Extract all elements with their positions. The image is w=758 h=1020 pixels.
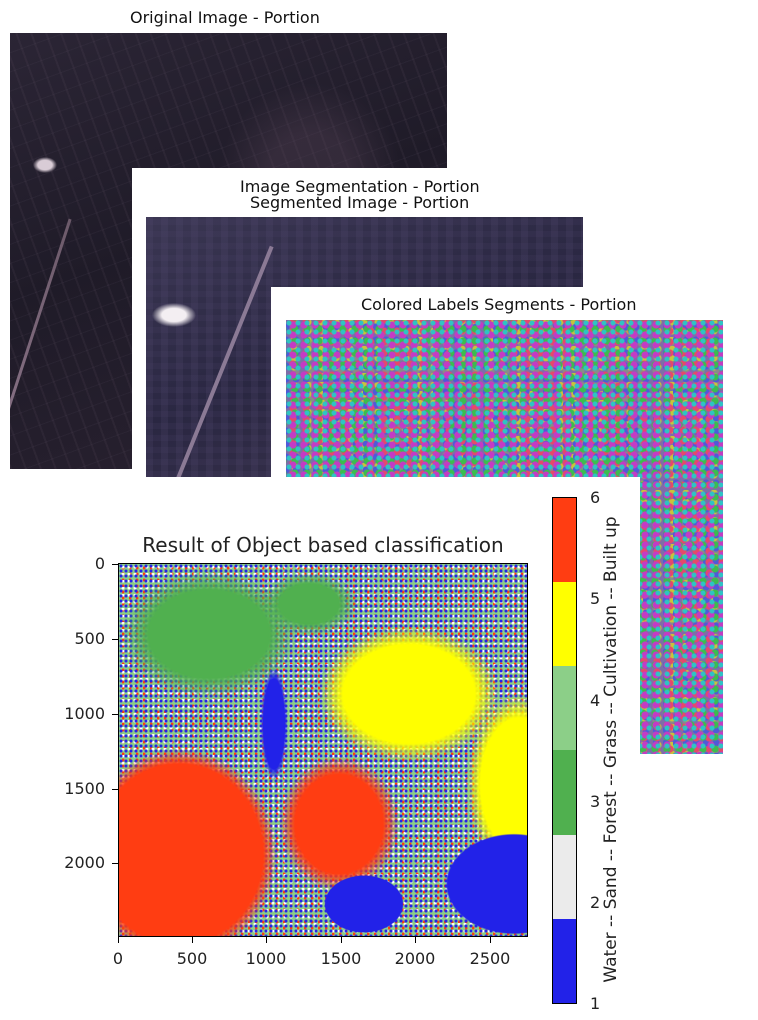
segmented-image-subtitle: Segmented Image - Portion bbox=[250, 193, 470, 212]
colorbar-tick-label: 3 bbox=[590, 792, 601, 811]
colorbar-tick-label: 6 bbox=[590, 488, 601, 507]
x-tick-label: 2000 bbox=[394, 949, 436, 968]
colorbar-tick-label: 2 bbox=[590, 893, 601, 912]
x-tick-mark bbox=[341, 937, 342, 943]
colorbar-segment-grass bbox=[553, 666, 576, 751]
colorbar-segment-forest bbox=[553, 750, 576, 835]
x-tick-mark bbox=[192, 937, 193, 943]
y-tick-label: 1500 bbox=[64, 779, 105, 798]
x-tick-label: 2500 bbox=[469, 949, 511, 968]
y-tick-mark bbox=[112, 639, 118, 640]
classification-map bbox=[118, 563, 528, 937]
x-tick-mark bbox=[490, 937, 491, 943]
road-feature bbox=[172, 245, 274, 477]
y-tick-label: 0 bbox=[94, 554, 105, 573]
x-tick-label: 1500 bbox=[320, 949, 362, 968]
x-tick-mark bbox=[266, 937, 267, 943]
x-tick-mark bbox=[415, 937, 416, 943]
colorbar-segment-cultivation bbox=[553, 582, 576, 667]
road-feature bbox=[10, 218, 72, 458]
labels-title: Colored Labels Segments - Portion bbox=[361, 295, 637, 314]
colorbar-segment-sand bbox=[553, 834, 576, 919]
y-tick-mark bbox=[112, 789, 118, 790]
segmentation-title: Image Segmentation - Portion bbox=[240, 177, 480, 196]
original-image-title: Original Image - Portion bbox=[130, 8, 320, 27]
colorbar bbox=[552, 497, 577, 1004]
x-tick-mark bbox=[118, 937, 119, 943]
x-tick-label: 0 bbox=[112, 949, 124, 968]
y-tick-label: 2000 bbox=[64, 853, 105, 872]
y-tick-label: 500 bbox=[74, 629, 105, 648]
x-tick-label: 500 bbox=[176, 949, 208, 968]
colorbar-segment-water bbox=[553, 918, 576, 1003]
colorbar-tick-label: 4 bbox=[590, 691, 601, 710]
x-tick-label: 1000 bbox=[245, 949, 287, 968]
y-tick-mark bbox=[112, 714, 118, 715]
classification-title: Result of Object based classification bbox=[142, 533, 504, 557]
colorbar-axis-label: Water -- Sand -- Forest -- Grass -- Cult… bbox=[601, 516, 621, 983]
colorbar-tick-label: 5 bbox=[590, 589, 601, 608]
y-tick-mark bbox=[112, 863, 118, 864]
y-tick-mark bbox=[112, 564, 118, 565]
colorbar-tick-label: 1 bbox=[590, 994, 601, 1013]
colorbar-segment-built-up bbox=[553, 497, 576, 583]
y-tick-label: 1000 bbox=[64, 704, 105, 723]
